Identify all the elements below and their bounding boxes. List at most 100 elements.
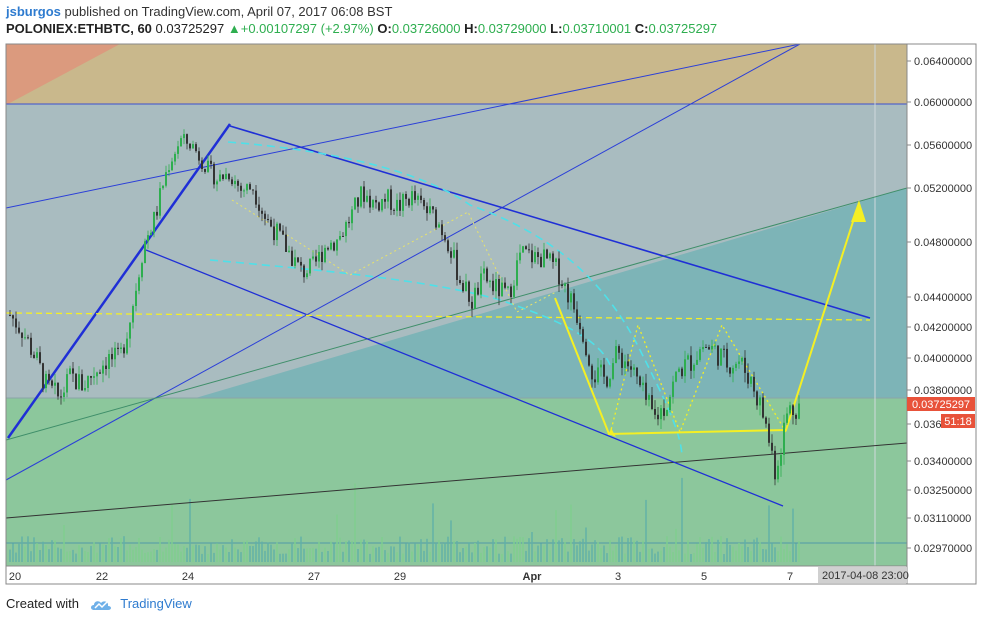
candle-body [606,376,608,387]
footer: Created with TradingView [6,596,192,612]
candle-body [777,465,779,480]
volume-bar [441,544,443,562]
candle-body [636,367,638,377]
price-tick-label: 0.05600000 [914,140,972,152]
candle-body [498,279,500,297]
candle-body [411,191,413,206]
candle-body [102,365,104,374]
volume-bar [60,548,62,562]
volume-bar [456,541,458,562]
volume-bar [546,539,548,562]
candle-body [321,251,323,262]
symbol-name[interactable]: POLONIEX:ETHBTC, 60 [6,21,152,36]
volume-bar [144,552,146,562]
price-tick-label: 0.04800000 [914,237,972,249]
candle-body [657,414,659,420]
candle-body [126,338,128,354]
candle-body [615,346,617,364]
volume-bar [348,540,350,562]
volume-bars [9,477,800,562]
volume-bar [615,545,617,562]
volume-bar [576,545,578,562]
candle-body [645,382,647,400]
volume-bar [222,545,224,562]
candle-body [15,318,17,328]
candle-body [222,174,224,179]
volume-bar [447,536,449,562]
open-label: O: [377,21,392,36]
candle-body [249,184,251,190]
candle-body [570,293,572,303]
volume-bar [657,551,659,562]
last-price-tag [907,397,975,411]
candle-body [27,337,29,339]
volume-bar [432,503,434,562]
volume-bar [33,537,35,562]
candle-body [693,364,695,371]
candle-body [744,357,746,373]
close-value: 0.03725297 [648,21,718,36]
volume-bar [558,540,560,562]
volume-bar [162,551,164,562]
volume-bar [519,536,521,562]
fib-zone-top [6,44,907,104]
price-axis[interactable] [906,43,977,585]
candle-body [360,186,362,207]
volume-bar [711,536,713,562]
candle-body [426,206,428,214]
candle-body [708,347,710,350]
volume-bar [81,547,83,562]
volume-bar [129,544,131,562]
last-price: 0.03725297 [155,21,225,36]
low-value: 0.03710001 [562,21,632,36]
volume-bar [690,554,692,562]
candle-body [495,279,497,292]
candle-body [291,250,293,266]
created-with-text: Created with [6,596,79,611]
volume-bar [327,551,329,562]
volume-bar [387,552,389,562]
volume-bar [537,545,539,562]
volume-bar [333,543,335,562]
candle-body [195,144,197,152]
candle-body [42,363,44,389]
candle-body [609,378,611,387]
tradingview-link[interactable]: TradingView [120,596,192,611]
candle-body [51,380,53,386]
candle-body [147,235,149,242]
volume-bar [462,548,464,562]
volume-bar [147,552,149,562]
candle-body [231,179,233,185]
candle-body [717,345,719,366]
volume-bar [345,541,347,562]
volume-bar [474,543,476,562]
volume-bar [783,549,785,562]
time-axis[interactable] [5,565,908,585]
candle-body [336,239,338,251]
volume-bar [366,540,368,562]
volume-bar [213,552,215,562]
candle-body [192,144,194,149]
candle-body [753,376,755,392]
volume-bar [51,540,53,562]
candle-body [72,368,74,374]
volume-bar [27,536,29,562]
volume-bar [495,539,497,562]
volume-bar [636,540,638,562]
volume-bar [504,536,506,562]
author-link[interactable]: jsburgos [6,4,61,19]
volume-bar [255,541,257,562]
volume-bar [738,542,740,562]
candle-body [282,230,284,235]
volume-bar [717,539,719,562]
volume-bar [429,551,431,562]
candle-body [558,258,560,285]
candle-body [279,223,281,231]
candle-body [219,174,221,182]
volume-bar [792,508,794,562]
candle-body [588,355,590,366]
candle-body [183,134,185,139]
candle-body [450,251,452,258]
candle-body [507,286,509,288]
